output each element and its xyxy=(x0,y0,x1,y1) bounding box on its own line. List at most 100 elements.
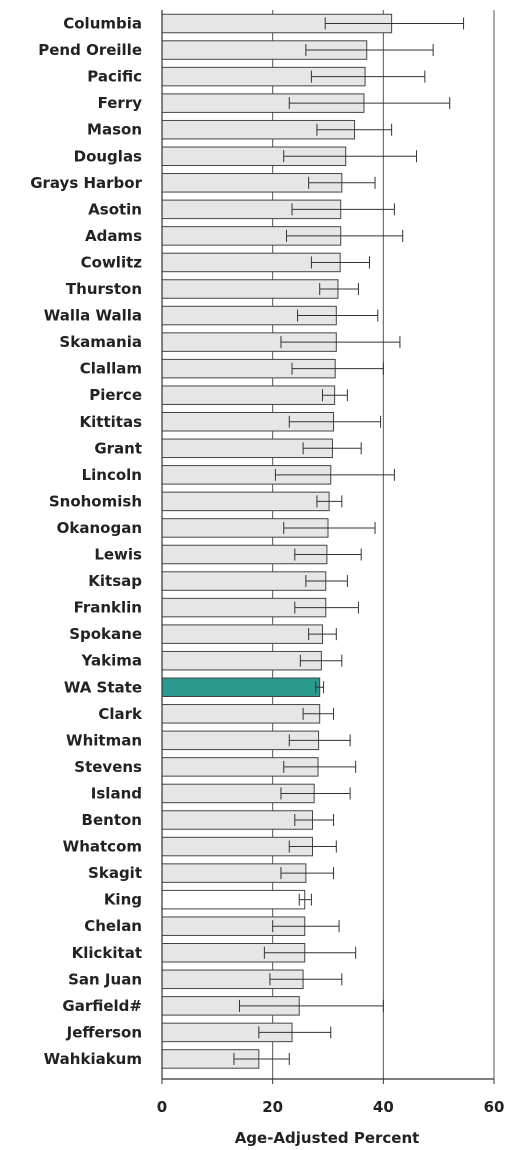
category-label: Asotin xyxy=(88,200,142,218)
bar xyxy=(161,704,321,724)
error-bar xyxy=(297,309,379,322)
category-label: Douglas xyxy=(74,147,142,165)
x-tick-label: 40 xyxy=(373,1098,394,1116)
category-label: Whatcom xyxy=(63,838,142,856)
error-bar xyxy=(269,973,343,986)
error-bar xyxy=(310,256,370,269)
error-bar xyxy=(324,17,465,30)
category-label: Yakima xyxy=(81,652,142,670)
category-label: Grant xyxy=(94,439,142,457)
category-label: Chelan xyxy=(84,917,142,935)
category-label: San Juan xyxy=(68,970,142,988)
error-bar xyxy=(283,150,418,163)
category-label: Spokane xyxy=(69,625,142,643)
error-bar xyxy=(283,760,357,773)
error-bar xyxy=(294,601,359,614)
x-tick-label: 60 xyxy=(484,1098,505,1116)
error-bar xyxy=(305,575,348,588)
error-bar xyxy=(283,521,376,534)
category-label: Garfield# xyxy=(62,997,142,1015)
category-label: Benton xyxy=(82,811,142,829)
bar xyxy=(161,677,321,697)
category-label: Jefferson xyxy=(66,1023,142,1041)
error-bar xyxy=(315,681,325,694)
error-bar xyxy=(280,787,351,800)
bars xyxy=(161,13,393,1069)
bar xyxy=(161,810,314,830)
error-bar xyxy=(272,920,340,933)
category-label: Snohomish xyxy=(49,492,142,510)
category-label: Pierce xyxy=(89,386,142,404)
bar xyxy=(161,624,323,644)
error-bar xyxy=(298,893,312,906)
bar xyxy=(161,650,322,671)
error-bar xyxy=(294,814,335,826)
category-label: Kittitas xyxy=(80,413,143,431)
bar xyxy=(161,491,330,512)
gridlines xyxy=(272,10,495,1079)
category-label: Island xyxy=(91,784,142,802)
error-bar xyxy=(286,229,404,242)
bar xyxy=(161,279,339,299)
category-label: Stevens xyxy=(74,758,142,776)
error-bar xyxy=(233,1052,290,1065)
category-label: Lincoln xyxy=(82,466,142,484)
error-bar xyxy=(274,468,395,481)
category-label: Okanogan xyxy=(57,519,142,537)
error-bar xyxy=(308,176,376,189)
error-bar xyxy=(291,203,395,216)
category-label: Klickitat xyxy=(72,944,142,962)
category-label: Walla Walla xyxy=(44,307,142,325)
category-label: Clark xyxy=(98,705,143,723)
x-tick-label: 0 xyxy=(157,1098,167,1116)
category-label: Lewis xyxy=(94,546,142,564)
error-bar xyxy=(280,867,335,880)
bar xyxy=(161,889,306,910)
error-bar xyxy=(280,336,401,349)
category-label: WA State xyxy=(64,678,142,696)
bar xyxy=(161,385,336,405)
error-bar xyxy=(288,734,351,747)
category-label: Columbia xyxy=(63,15,142,33)
error-bar xyxy=(310,70,426,83)
error-bar xyxy=(308,628,337,641)
category-label: Thurston xyxy=(66,280,142,298)
error-bar xyxy=(263,946,357,959)
category-label: King xyxy=(104,891,142,909)
category-label: Kitsap xyxy=(88,572,142,590)
category-label: Pacific xyxy=(87,68,142,86)
category-label: Pend Oreille xyxy=(38,41,142,59)
error-bar xyxy=(305,44,434,57)
error-bar xyxy=(316,123,393,136)
category-label: Grays Harbor xyxy=(30,174,142,192)
category-label: Mason xyxy=(87,121,142,139)
error-bars xyxy=(233,17,465,1065)
x-tick-label: 20 xyxy=(262,1098,283,1116)
category-labels: Columbia Pend Oreille Pacific Ferry Mason Dou… xyxy=(30,15,143,1068)
error-bar xyxy=(316,495,343,508)
error-bar xyxy=(294,548,362,561)
error-bar xyxy=(302,707,335,720)
category-label: Skamania xyxy=(59,333,142,351)
category-label: Franklin xyxy=(74,599,142,617)
error-bar xyxy=(288,97,451,110)
category-label: Ferry xyxy=(98,94,143,112)
error-bar xyxy=(288,840,337,853)
x-axis-title: Age-Adjusted Percent xyxy=(235,1129,420,1147)
category-label: Wahkiakum xyxy=(44,1050,142,1068)
category-label: Clallam xyxy=(80,360,142,378)
error-bar xyxy=(288,415,382,428)
category-label: Whitman xyxy=(66,731,142,749)
category-label: Skagit xyxy=(88,864,142,882)
error-bar xyxy=(238,999,384,1012)
category-label: Cowlitz xyxy=(81,253,143,271)
category-label: Adams xyxy=(85,227,142,245)
x-axis: 0 20 40 60 xyxy=(157,10,505,1116)
error-bar xyxy=(321,389,348,402)
error-bar xyxy=(319,283,359,295)
error-bar xyxy=(291,362,384,375)
error-bar xyxy=(299,654,343,667)
error-bar xyxy=(258,1026,332,1039)
error-bar xyxy=(302,442,362,455)
